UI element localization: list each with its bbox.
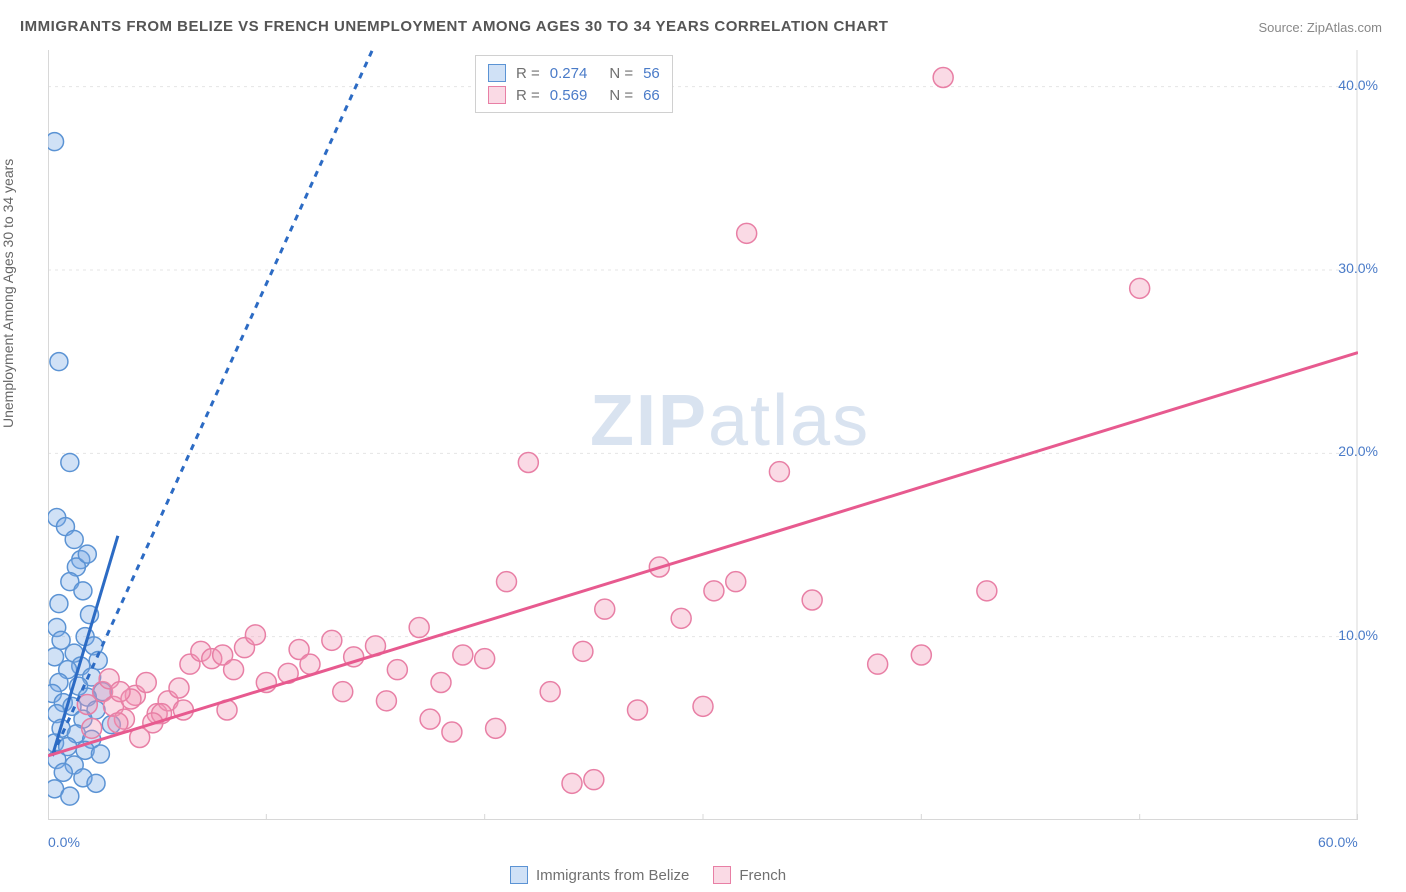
y-axis-label: Unemployment Among Ages 30 to 34 years (0, 159, 16, 428)
scatter-point (911, 645, 931, 665)
legend-n-label: N = (609, 87, 633, 104)
scatter-point (50, 595, 68, 613)
trend-line (48, 353, 1358, 756)
scatter-point (87, 774, 105, 792)
scatter-point (933, 68, 953, 88)
correlation-legend: R = 0.274 N = 56 R = 0.569 N = 66 (475, 55, 673, 113)
x-tick-label: 60.0% (1318, 834, 1358, 850)
legend-swatch (713, 866, 731, 884)
legend-r-label: R = (516, 87, 540, 104)
scatter-point (1130, 278, 1150, 298)
scatter-point (54, 763, 72, 781)
scatter-point (322, 630, 342, 650)
series-legend-item: French (713, 866, 786, 884)
scatter-point (628, 700, 648, 720)
legend-r-value: 0.569 (550, 87, 588, 104)
legend-n-label: N = (609, 65, 633, 82)
scatter-point (693, 696, 713, 716)
scatter-point (74, 582, 92, 600)
legend-row: R = 0.569 N = 66 (488, 84, 660, 106)
scatter-point (108, 713, 128, 733)
chart-area (48, 50, 1358, 820)
legend-r-label: R = (516, 65, 540, 82)
scatter-point (442, 722, 462, 742)
scatter-point (431, 673, 451, 693)
scatter-point (376, 691, 396, 711)
scatter-point (802, 590, 822, 610)
y-tick-label: 30.0% (1338, 260, 1378, 276)
scatter-point (737, 223, 757, 243)
legend-swatch (488, 86, 506, 104)
series-legend: Immigrants from Belize French (510, 866, 786, 884)
scatter-point (91, 745, 109, 763)
legend-r-value: 0.274 (550, 65, 588, 82)
source-attribution: Source: ZipAtlas.com (1258, 20, 1382, 35)
scatter-plot (48, 50, 1358, 820)
scatter-point (595, 599, 615, 619)
scatter-point (82, 718, 102, 738)
legend-swatch (488, 64, 506, 82)
scatter-point (584, 770, 604, 790)
scatter-point (333, 682, 353, 702)
scatter-point (61, 454, 79, 472)
scatter-point (110, 682, 130, 702)
y-tick-label: 10.0% (1338, 627, 1378, 643)
scatter-point (50, 353, 68, 371)
scatter-point (726, 572, 746, 592)
x-tick-label: 0.0% (48, 834, 80, 850)
scatter-point (573, 641, 593, 661)
scatter-point (540, 682, 560, 702)
legend-row: R = 0.274 N = 56 (488, 62, 660, 84)
scatter-point (420, 709, 440, 729)
legend-n-value: 66 (643, 87, 660, 104)
scatter-point (518, 453, 538, 473)
scatter-point (704, 581, 724, 601)
scatter-point (868, 654, 888, 674)
scatter-point (245, 625, 265, 645)
scatter-point (65, 531, 83, 549)
scatter-point (61, 787, 79, 805)
scatter-point (78, 545, 96, 563)
legend-n-value: 56 (643, 65, 660, 82)
scatter-point (769, 462, 789, 482)
scatter-point (977, 581, 997, 601)
scatter-point (486, 718, 506, 738)
scatter-point (136, 673, 156, 693)
scatter-point (409, 618, 429, 638)
series-legend-label: French (739, 867, 786, 884)
scatter-point (224, 660, 244, 680)
y-tick-label: 20.0% (1338, 443, 1378, 459)
scatter-point (300, 654, 320, 674)
chart-title: IMMIGRANTS FROM BELIZE VS FRENCH UNEMPLO… (20, 18, 888, 35)
scatter-point (475, 649, 495, 669)
series-legend-item: Immigrants from Belize (510, 866, 689, 884)
scatter-point (387, 660, 407, 680)
scatter-point (671, 608, 691, 628)
legend-swatch (510, 866, 528, 884)
scatter-point (453, 645, 473, 665)
scatter-point (48, 133, 64, 151)
scatter-point (497, 572, 517, 592)
series-legend-label: Immigrants from Belize (536, 867, 689, 884)
scatter-point (562, 773, 582, 793)
y-tick-label: 40.0% (1338, 77, 1378, 93)
scatter-point (169, 678, 189, 698)
